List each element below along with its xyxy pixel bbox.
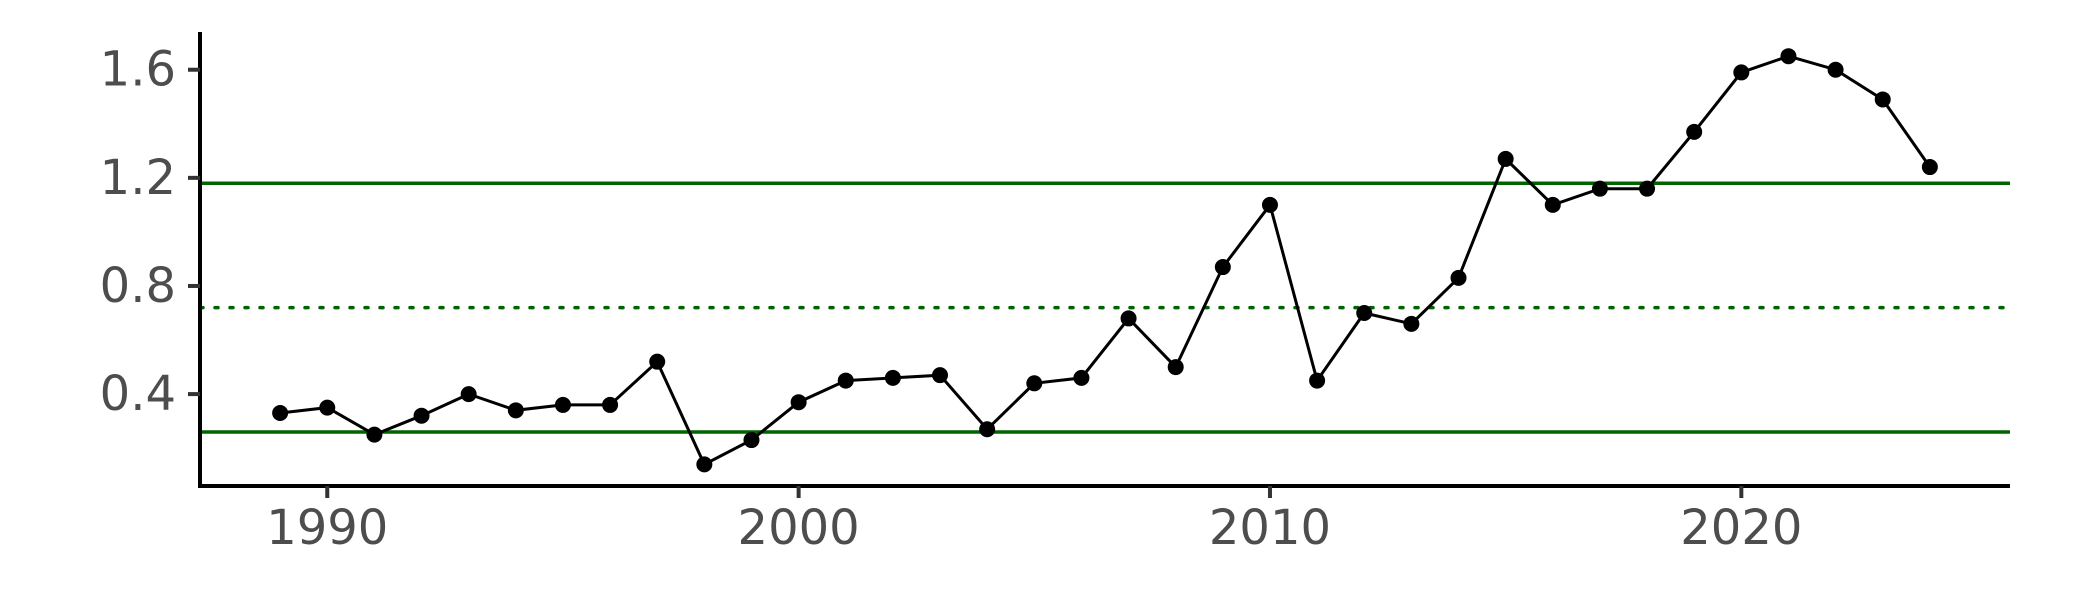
data-point [1497,150,1514,167]
x-tick-label: 2020 [1680,500,1802,556]
data-point [932,367,949,384]
data-point [1686,123,1703,140]
data-point [1120,310,1137,327]
data-point [413,407,430,424]
data-point [602,396,619,413]
data-point [554,396,571,413]
axes [198,32,2010,488]
data-point [649,353,666,370]
data-point [1639,180,1656,197]
data-point [790,394,807,411]
y-tick-label: 0.4 [100,366,176,422]
data-point [1261,196,1278,213]
data-point [507,402,524,419]
data-point [743,432,760,449]
data-point [1591,180,1608,197]
data-point [319,399,336,416]
data-point [884,369,901,386]
data-series [272,48,1938,473]
axis-ticks: 0.4 0.8 1.2 1.6 1990 2000 2010 2020 [100,42,1803,556]
data-point [1309,372,1326,389]
data-point [1356,305,1373,322]
data-point [366,426,383,443]
data-point [1026,375,1043,392]
data-point [696,456,713,473]
y-tick-label: 1.6 [100,42,176,98]
data-point [460,386,477,403]
data-point [1874,91,1891,108]
data-point [1167,359,1184,376]
x-tick-label: 2010 [1209,500,1331,556]
data-point [1921,159,1938,176]
data-point [1214,259,1231,276]
reference-lines [198,181,2012,434]
data-point [837,372,854,389]
data-point [979,421,996,438]
data-point [1450,269,1467,286]
series-line [279,54,1932,467]
data-point [272,405,289,422]
x-tick-label: 2000 [738,500,860,556]
data-point [1733,64,1750,81]
data-point [1073,369,1090,386]
y-tick-label: 1.2 [100,150,176,206]
x-tick-label: 1990 [266,500,388,556]
data-point [1544,196,1561,213]
data-point [1827,61,1844,78]
data-point [1780,48,1797,65]
y-tick-label: 0.8 [100,258,176,314]
data-point [1403,315,1420,332]
